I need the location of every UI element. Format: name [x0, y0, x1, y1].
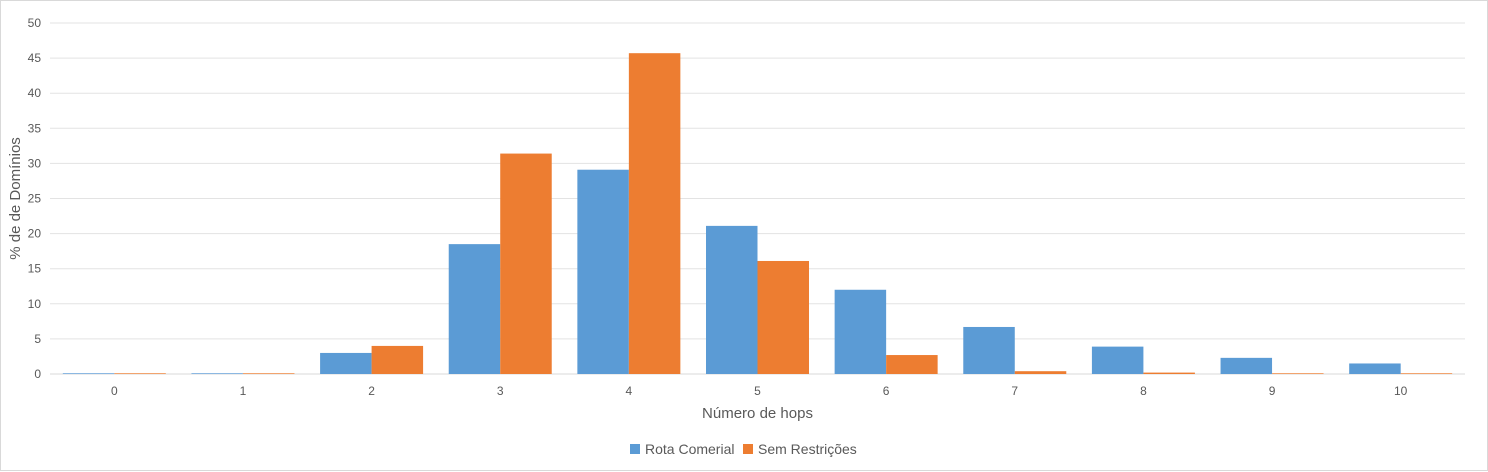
bar-rota-comerial — [963, 326, 1015, 374]
y-tick-label: 40 — [28, 86, 42, 100]
y-tick-label: 20 — [28, 227, 42, 241]
bar-rota-comerial — [62, 373, 115, 374]
bar-rota-comerial — [1220, 357, 1273, 374]
y-tick-label: 50 — [28, 16, 42, 30]
x-tick-label: 8 — [1140, 384, 1147, 398]
y-tick-label: 45 — [28, 51, 42, 65]
legend-label: Sem Restrições — [758, 441, 857, 457]
x-tick-label: 10 — [1394, 384, 1408, 398]
x-tick-label: 6 — [883, 384, 890, 398]
x-tick-label: 5 — [754, 384, 761, 398]
y-tick-label: 5 — [34, 332, 41, 346]
bar-sem-restricoes — [114, 373, 166, 374]
bar-rota-comerial — [191, 373, 243, 374]
y-tick-label: 0 — [34, 367, 41, 381]
bar-sem-restricoes — [757, 260, 809, 374]
bar-sem-restricoes — [628, 53, 681, 374]
bar-sem-restricoes — [1014, 371, 1067, 374]
x-tick-label: 4 — [626, 384, 633, 398]
x-axis-ticks: 0 1 2 3 4 5 6 7 8 9 10 — [111, 384, 1408, 398]
bar-rota-comerial — [1091, 346, 1144, 374]
bar-sem-restricoes — [1400, 373, 1453, 374]
y-tick-label: 15 — [28, 262, 42, 276]
x-axis-title: Número de hops — [702, 405, 813, 422]
bar-sem-restricoes — [500, 153, 552, 374]
bar-rota-comerial — [1349, 363, 1401, 374]
x-tick-label: 2 — [368, 384, 375, 398]
legend: Rota Comerial Sem Restrições — [630, 441, 857, 457]
x-tick-label: 1 — [240, 384, 247, 398]
legend-label: Rota Comerial — [645, 441, 734, 457]
y-axis-title: % de de Domínios — [7, 137, 24, 260]
x-tick-label: 9 — [1269, 384, 1276, 398]
bar-sem-restricoes — [242, 373, 295, 374]
x-tick-label: 0 — [111, 384, 118, 398]
y-tick-label: 25 — [28, 192, 42, 206]
legend-swatch — [743, 444, 753, 454]
bar-rota-comerial — [834, 289, 887, 374]
bar-sem-restricoes — [371, 345, 424, 374]
x-tick-label: 3 — [497, 384, 504, 398]
y-tick-label: 30 — [28, 156, 42, 170]
y-axis-ticks: 0 5 10 15 20 25 30 35 40 45 50 — [28, 16, 42, 381]
bar-sem-restricoes — [1143, 372, 1195, 374]
y-tick-label: 35 — [28, 121, 42, 135]
bar-rota-comerial — [320, 352, 372, 374]
bar-rota-comerial — [706, 225, 758, 374]
bar-rota-comerial — [577, 169, 629, 374]
x-tick-label: 7 — [1011, 384, 1018, 398]
legend-swatch — [630, 444, 640, 454]
bar-sem-restricoes — [1272, 373, 1324, 374]
y-tick-label: 10 — [28, 297, 42, 311]
bars — [62, 53, 1453, 374]
bar-rota-comerial — [448, 244, 501, 374]
bar-sem-restricoes — [886, 355, 938, 374]
